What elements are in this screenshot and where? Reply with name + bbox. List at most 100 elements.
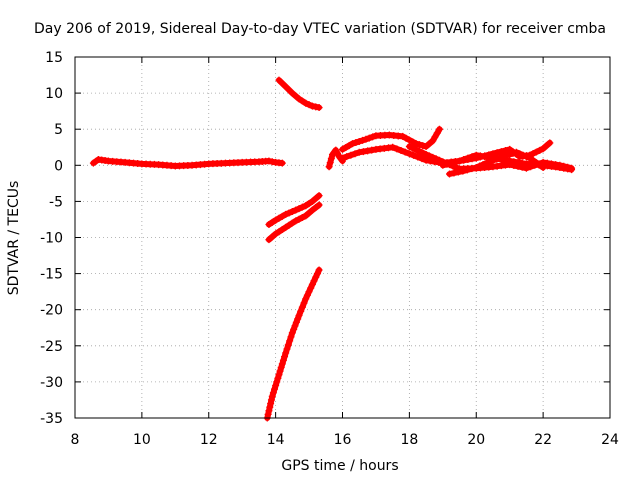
data-point [519,151,527,159]
data-point [352,139,360,147]
data-point [269,389,277,397]
data-point [546,139,554,147]
data-point [288,329,296,337]
data-point [268,158,276,166]
data-point [278,159,286,167]
data-point [512,148,520,156]
y-tick-label: 0 [54,158,63,174]
axis-ticks: 8 10 12 14 16 18 20 22 24 15 10 5 0 -5 -10 -15 -20 -25 -30… [40,50,619,448]
data-point [285,86,293,94]
data-point [291,322,299,330]
y-tick-label: 10 [45,86,63,102]
data-point [425,152,433,160]
data-point [295,205,303,213]
x-axis-title: GPS time / hours [281,458,398,474]
data-point [492,155,500,163]
y-tick-label: -20 [40,303,63,319]
data-point [274,374,282,382]
x-tick-label: 10 [133,432,151,448]
data-point [273,378,281,386]
data-point [351,150,359,158]
data-point [268,392,276,400]
data-point [265,157,273,165]
data-point [332,146,340,154]
data-point [285,209,293,217]
y-tick-label: -25 [40,339,63,355]
data-point [365,134,373,142]
data-point [539,163,547,171]
data-point [489,156,497,164]
data-point [431,133,439,141]
data-point [446,170,453,178]
y-tick-label: 15 [45,50,63,66]
data-point [315,201,323,209]
data-point [405,150,413,158]
x-tick-label: 8 [71,432,80,448]
data-point [510,158,518,166]
data-point [450,169,458,177]
x-tick-label: 22 [534,432,552,448]
data-point [486,158,494,166]
y-tick-label: 5 [54,122,63,138]
data-point [497,148,505,156]
data-point [435,156,443,164]
data-point [493,149,501,157]
data-point [294,315,302,323]
data-point [271,385,279,393]
data-point [282,83,290,91]
y-tick-label: -10 [40,231,63,247]
data-point [476,152,484,160]
data-point [532,148,540,156]
data-point [359,136,367,144]
data-point [315,104,323,112]
data-point [359,148,367,156]
data-point [298,203,306,211]
data-point [288,208,296,216]
data-point [439,161,447,169]
x-tick-label: 20 [467,432,485,448]
data-point [418,155,426,163]
data-point [432,155,440,163]
data-point [355,148,363,156]
data-point [476,162,484,170]
data-point [409,144,417,152]
data-point [343,153,351,161]
x-tick-label: 12 [200,432,218,448]
data-point [281,353,289,361]
data-point [496,154,504,162]
y-tick-label: -35 [40,411,63,427]
data-point [277,363,285,371]
data-point [560,164,568,172]
data-point [514,158,522,166]
data-point [283,345,291,353]
data-point [564,165,572,173]
data-point [305,101,313,109]
data-point [303,291,311,299]
data-point [459,167,467,175]
data-point [422,150,430,158]
data-point [460,156,468,164]
data-point [333,149,341,157]
data-point [312,103,320,111]
data-point [300,299,308,307]
y-axis-title: SDTVAR / TECUs [6,181,22,296]
data-point [347,151,355,159]
data-point [401,148,409,156]
data-points [89,76,576,422]
y-tick-label: -15 [40,267,63,283]
data-point [429,137,437,145]
data-point [509,149,517,157]
data-point [468,165,476,173]
data-point [290,325,298,333]
data-point [315,266,323,274]
data-point [325,163,333,171]
data-point [410,151,418,159]
grid-lines [75,57,610,418]
data-point [568,166,576,174]
data-point [282,349,290,357]
data-point [264,410,272,418]
data-point [506,150,514,158]
data-point [433,129,441,137]
data-point [463,166,471,174]
y-tick-label: -30 [40,375,63,391]
